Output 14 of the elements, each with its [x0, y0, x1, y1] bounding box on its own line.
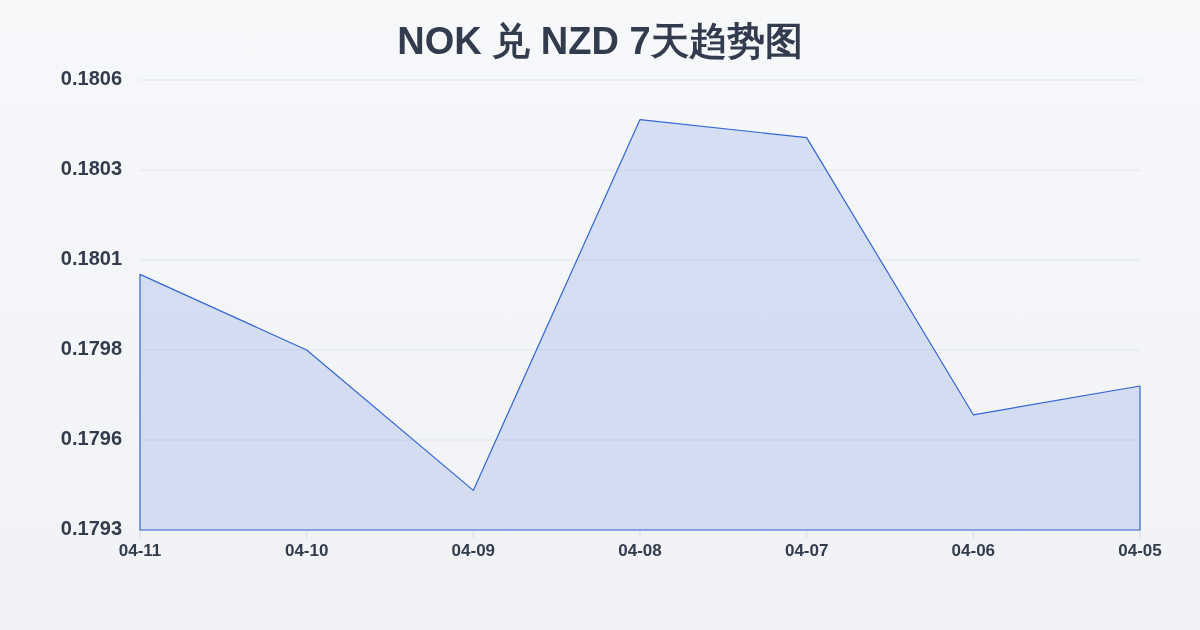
x-tick-label: 04-07	[784, 541, 829, 561]
y-tick-label: 0.1796	[60, 427, 122, 450]
x-tick-label: 04-10	[284, 541, 329, 561]
chart-title: NOK 兑 NZD 7天趋势图	[397, 20, 803, 63]
x-tick-label: 04-06	[951, 541, 996, 561]
x-tick-label: 04-09	[451, 541, 496, 561]
y-tick-label: 0.1801	[60, 247, 122, 270]
y-tick-label: 0.1806	[60, 67, 122, 90]
y-tick-label: 0.1798	[60, 337, 122, 360]
x-tick-label: 04-11	[118, 541, 162, 561]
y-tick-label: 0.1803	[60, 157, 122, 180]
x-tick-label: 04-05	[1118, 541, 1162, 561]
x-tick-label: 04-08	[618, 541, 662, 561]
y-tick-label: 0.1793	[60, 517, 122, 540]
